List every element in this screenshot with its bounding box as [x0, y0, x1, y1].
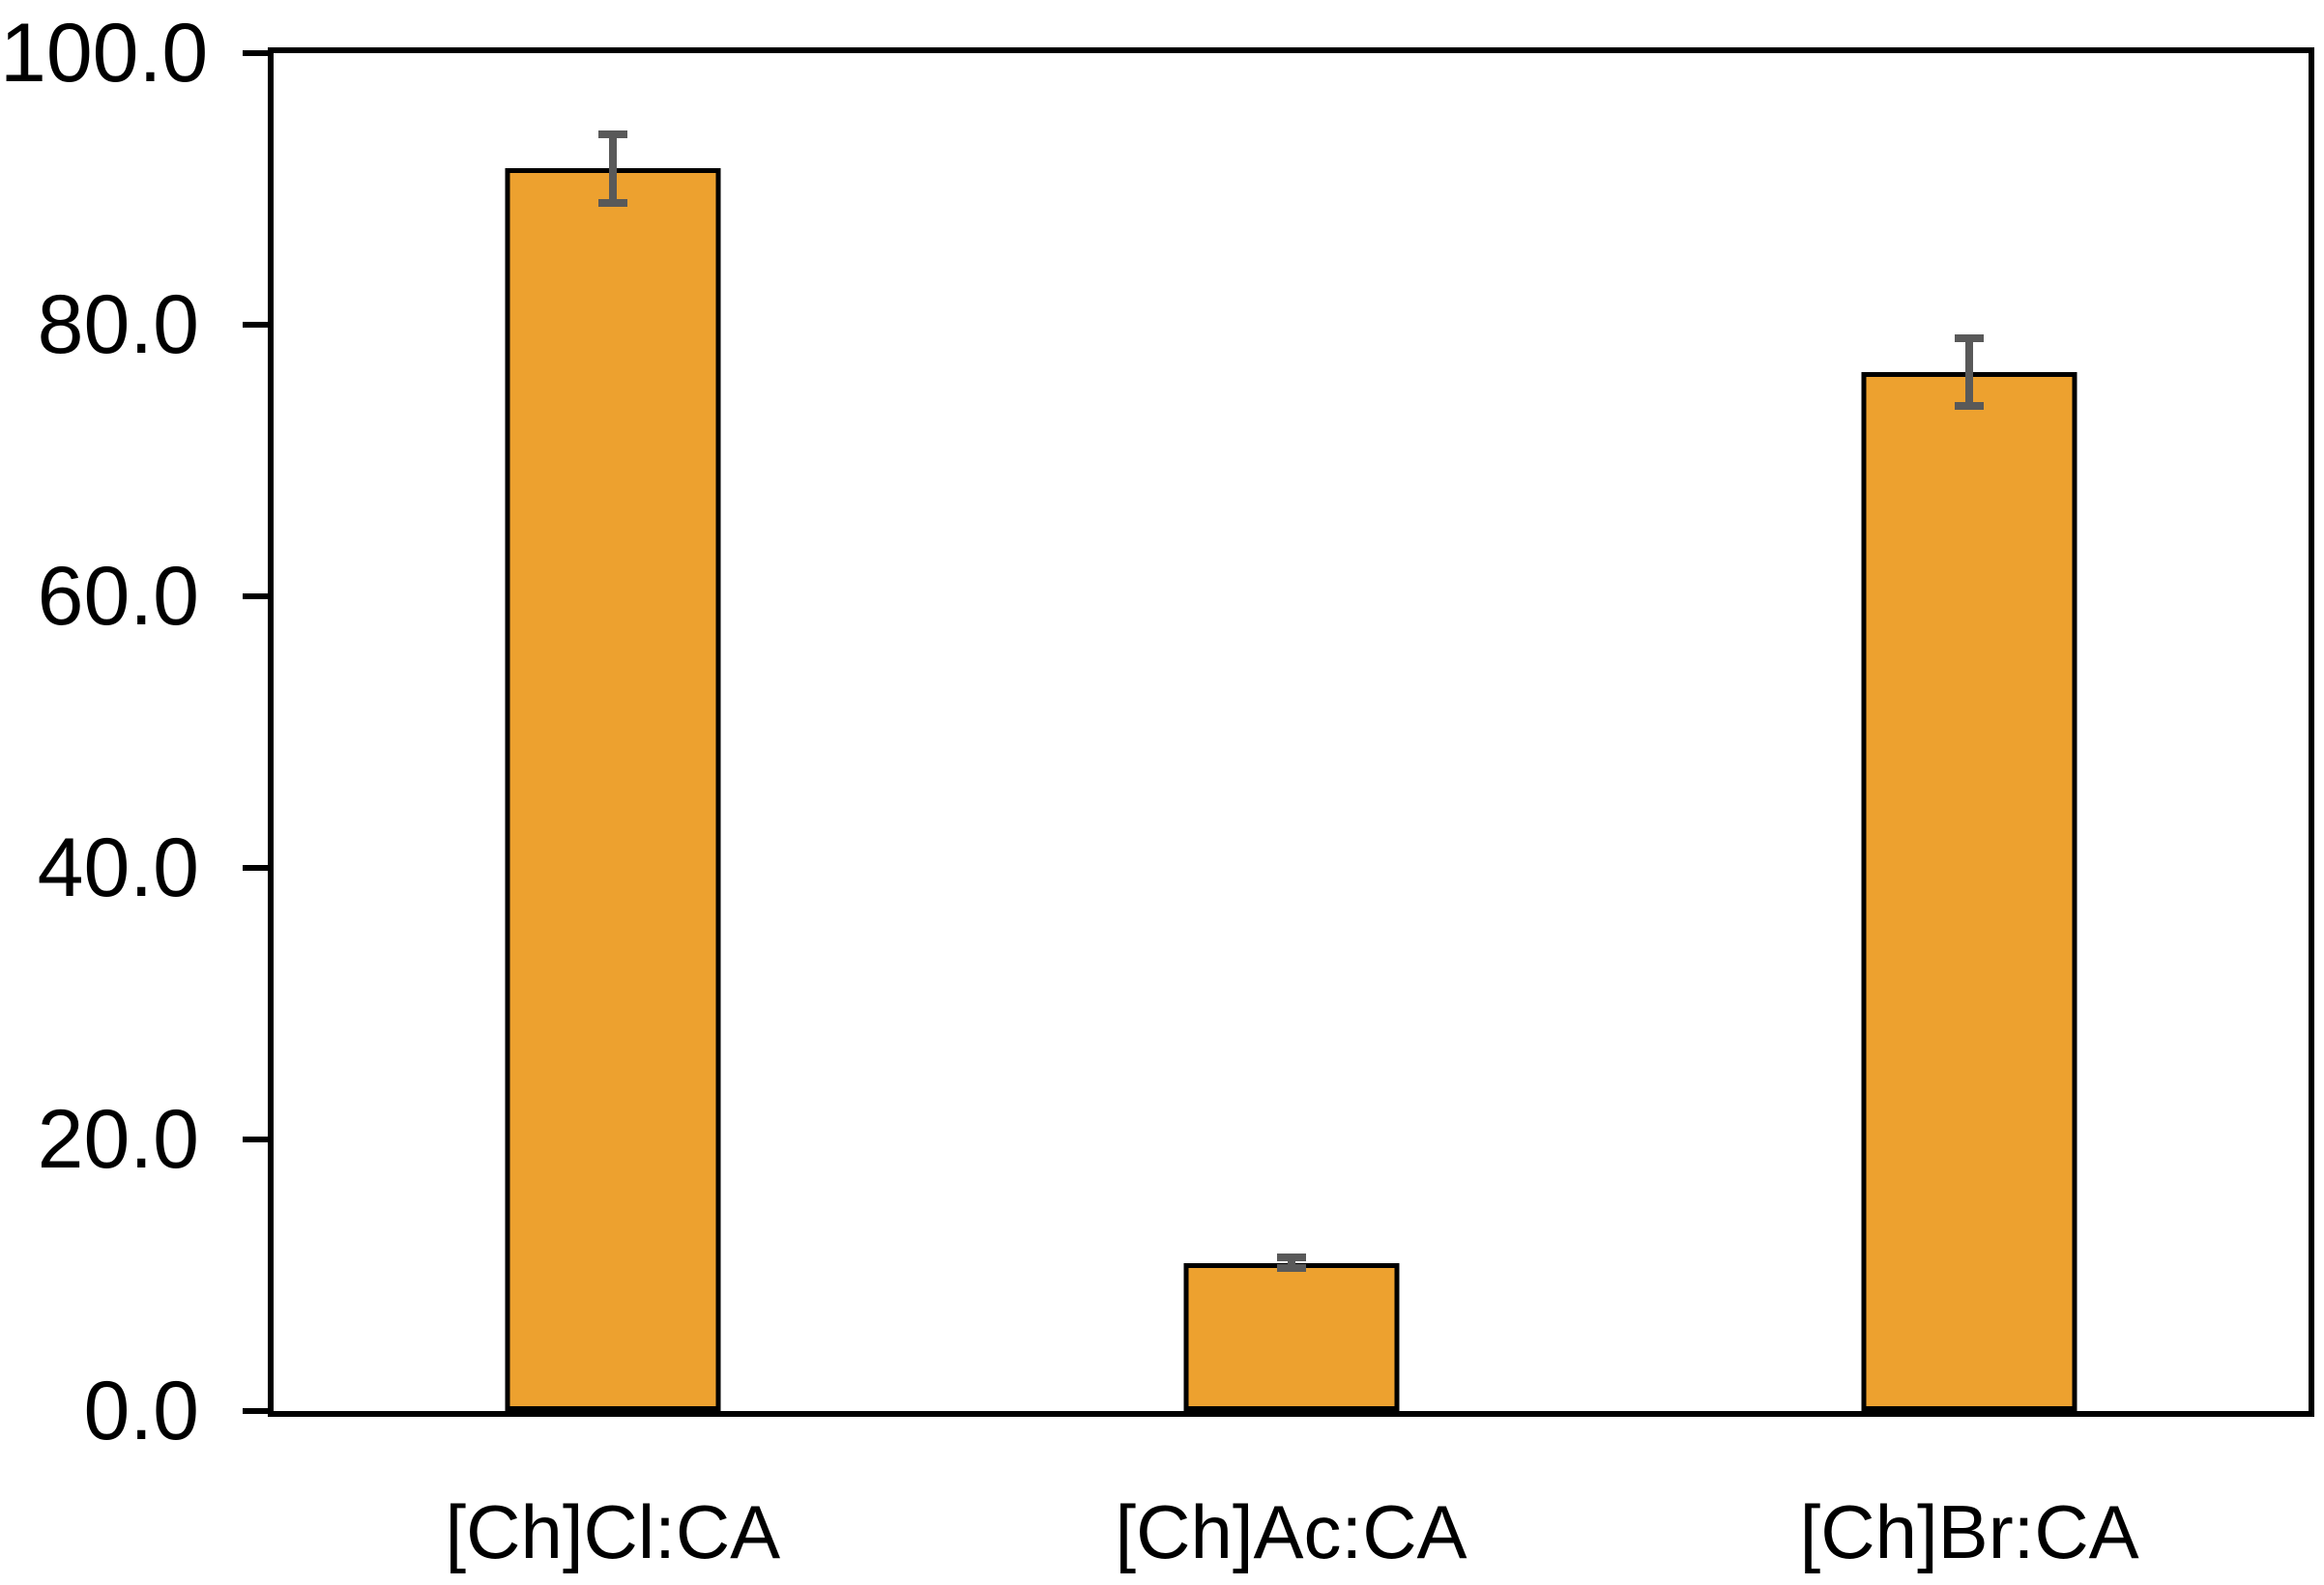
bar-3 [1861, 372, 2077, 1411]
x-axis-category-label: [Ch]Cl:CA [445, 1489, 781, 1574]
y-axis-tick [243, 1137, 268, 1142]
error-bar-bottom-cap [1276, 1264, 1306, 1273]
error-bar-top-cap [1276, 1254, 1306, 1262]
y-axis-tick-label: 40.0 [37, 821, 199, 914]
y-axis-tick [243, 865, 268, 871]
bar-1 [505, 168, 721, 1411]
error-bar-bottom-cap [597, 198, 627, 207]
error-bar-line [1287, 1257, 1295, 1269]
y-axis-tick [243, 593, 268, 599]
error-bar-line [1965, 338, 1974, 407]
y-axis-tick [243, 322, 268, 328]
error-bar-line [608, 134, 617, 203]
y-axis-tick [243, 50, 268, 56]
y-axis-tick-label: 60.0 [37, 550, 199, 643]
error-bar-top-cap [1955, 334, 1985, 343]
error-bar-bottom-cap [1955, 402, 1985, 411]
y-axis-tick-label: 100.0 [0, 7, 209, 100]
y-axis-tick-label: 20.0 [37, 1093, 199, 1186]
x-axis-category-label: [Ch]Br:CA [1799, 1489, 2139, 1574]
y-axis-tick [243, 1408, 268, 1414]
bar-2 [1183, 1262, 1399, 1411]
error-bar-top-cap [597, 130, 627, 139]
x-axis-category-label: [Ch]Ac:CA [1115, 1489, 1467, 1574]
y-axis-tick-label: 80.0 [37, 278, 199, 371]
plot-area [268, 47, 2314, 1417]
y-axis-tick-label: 0.0 [83, 1365, 199, 1457]
